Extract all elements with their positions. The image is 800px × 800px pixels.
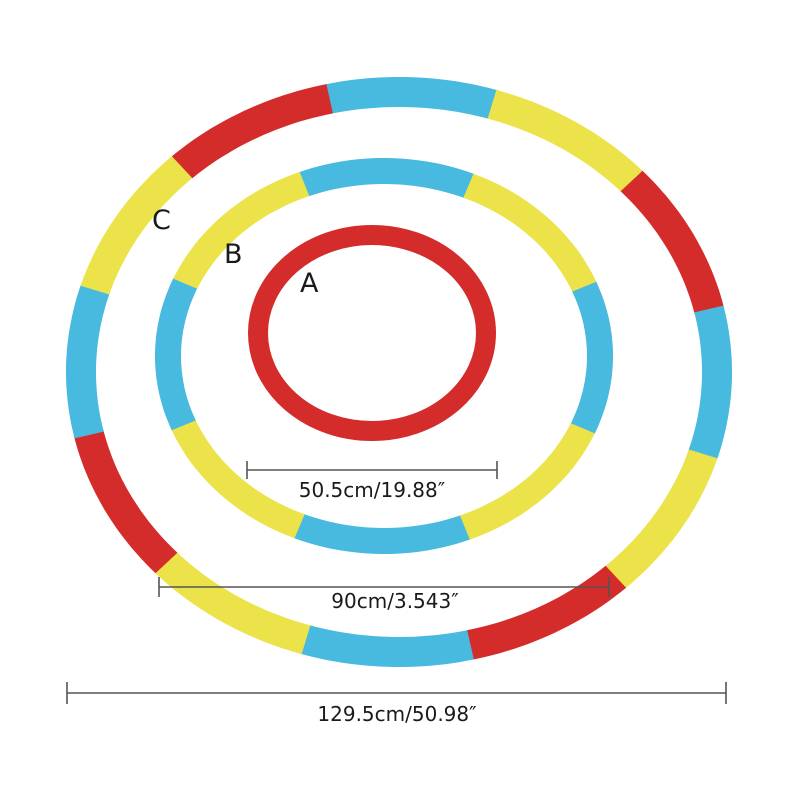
ring-c [66, 77, 732, 667]
ring-label-a: A [300, 268, 319, 299]
ring-b-segment [458, 423, 595, 541]
ring-b-segment [293, 513, 470, 554]
ring-b-segment [171, 419, 305, 539]
ring-c-segment [299, 624, 474, 667]
ring-c-segment [620, 170, 724, 315]
ring-b-segment [173, 171, 310, 289]
ring-c-segment [153, 551, 311, 655]
ring-a [248, 225, 496, 441]
dimension-a-label: 50.5cm/19.88″ [299, 478, 445, 502]
ring-label-b: B [224, 239, 243, 270]
ring-b-segment [298, 158, 475, 199]
ring-c-segment [171, 84, 333, 179]
dimension-c-label: 129.5cm/50.98″ [317, 702, 476, 726]
ring-b-segment [155, 277, 198, 431]
ring-c-segment [66, 283, 110, 439]
ring-label-c: C [152, 205, 171, 236]
ring-c-segment [324, 77, 499, 120]
dimension-c: 129.5cm/50.98″ [66, 682, 727, 726]
dimension-b: 90cm/3.543″ [158, 577, 610, 613]
ring-c-segment [688, 305, 732, 461]
ring-a-segment [248, 225, 496, 441]
dimension-a: 50.5cm/19.88″ [246, 461, 498, 502]
ring-c-segment [74, 429, 178, 574]
ring-b-segment [570, 281, 613, 435]
ring-b [155, 158, 613, 554]
ring-c-segment [604, 449, 718, 590]
ring-b-segment [463, 173, 597, 293]
ring-c-segment [465, 565, 627, 660]
ring-c-segment [80, 154, 194, 295]
dimension-b-label: 90cm/3.543″ [331, 589, 458, 613]
ring-c-segment [487, 89, 645, 193]
